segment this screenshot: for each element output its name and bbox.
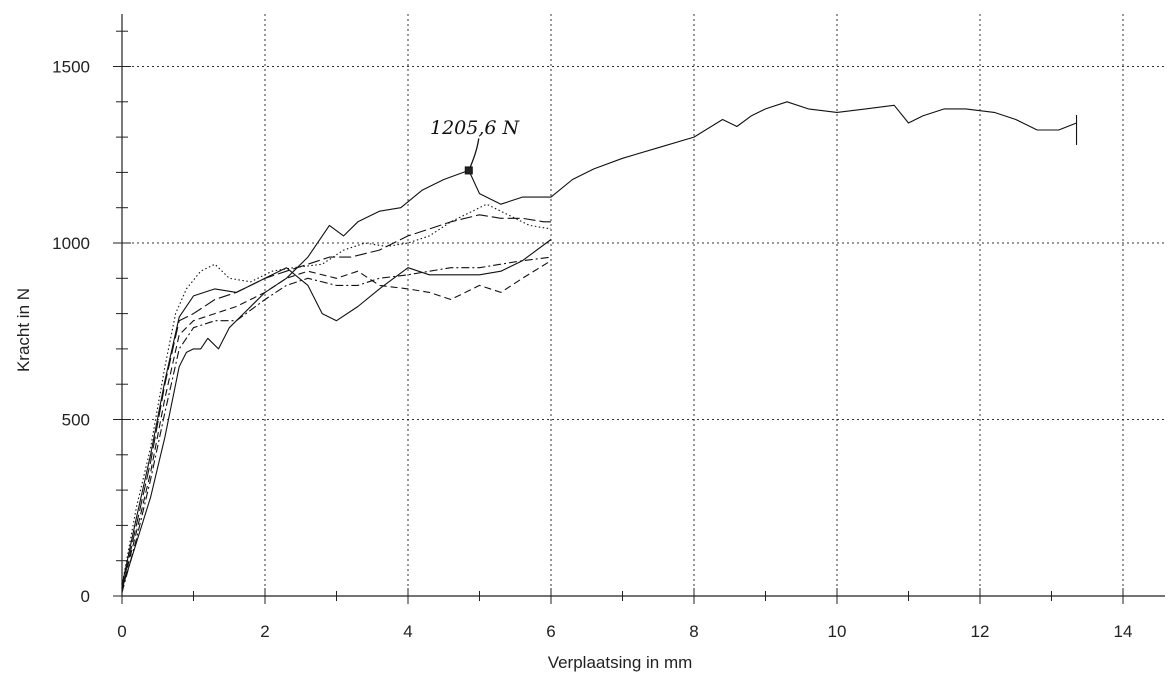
axis-ticks: 0 2 4 6 8 10 12 14 0 500 1000 1500: [52, 30, 1133, 641]
x-tick-label: 12: [971, 622, 990, 641]
annotation-leader-line: [468, 138, 480, 171]
series-line-5: [121, 214, 551, 590]
y-axis-title: Kracht in N: [14, 288, 33, 372]
series-line-1: [121, 101, 1077, 590]
grid: [122, 14, 1165, 596]
axes: [121, 14, 1165, 597]
annotation-text: 1205,6 N: [430, 117, 521, 139]
x-tick-label: 4: [403, 622, 412, 641]
annotation-marker: [464, 166, 473, 175]
y-tick-label: 0: [81, 587, 90, 606]
series-group: [121, 101, 1078, 593]
x-axis-title: Verplaatsing in mm: [548, 653, 693, 672]
series-line-4: [121, 256, 552, 593]
y-tick-label: 500: [62, 411, 90, 430]
series-line-6: [121, 239, 552, 586]
x-tick-label: 6: [546, 622, 555, 641]
x-tick-label: 10: [828, 622, 847, 641]
y-tick-label: 1000: [52, 234, 90, 253]
y-tick-label: 1500: [52, 58, 90, 77]
x-tick-label: 8: [689, 622, 698, 641]
x-tick-label: 0: [117, 622, 126, 641]
series-line-2: [121, 203, 552, 586]
annotation-group: 1205,6 N: [430, 117, 521, 175]
series-line-3: [121, 260, 552, 590]
x-tick-label: 2: [260, 622, 269, 641]
x-tick-label: 14: [1114, 622, 1133, 641]
